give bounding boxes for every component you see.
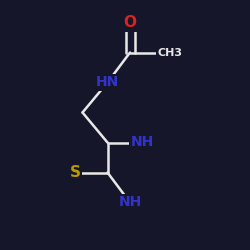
Text: S: S — [70, 165, 80, 180]
Text: O: O — [124, 15, 136, 30]
Text: NH: NH — [131, 136, 154, 149]
Text: HN: HN — [96, 76, 119, 90]
Text: NH: NH — [118, 196, 142, 209]
Text: CH3: CH3 — [158, 48, 182, 58]
